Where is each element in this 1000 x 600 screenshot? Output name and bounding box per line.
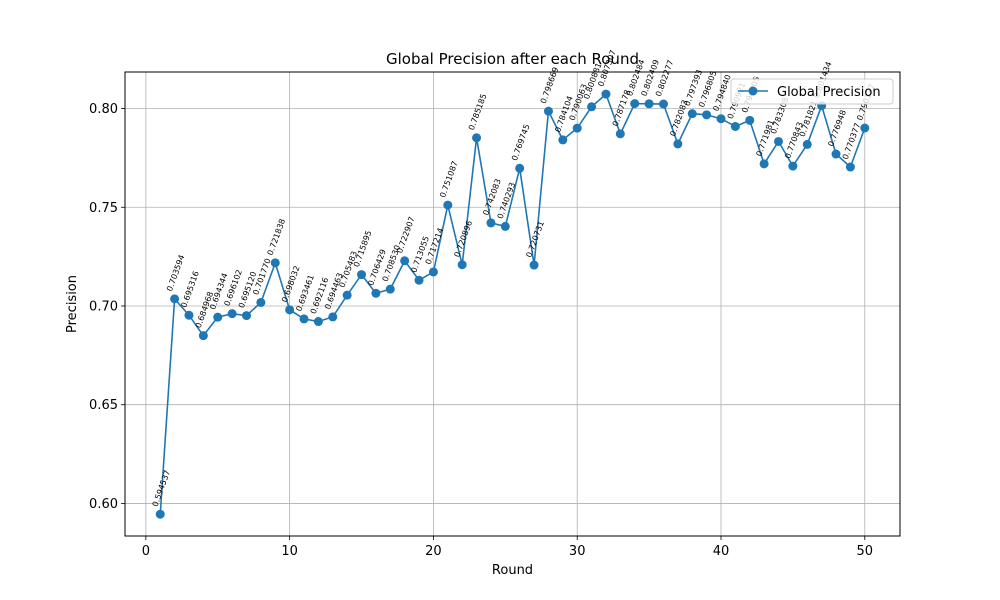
y-tick-label: 0.75 <box>89 201 118 216</box>
data-point <box>170 294 180 304</box>
legend: Global Precision <box>730 78 894 105</box>
x-tick-label: 10 <box>281 544 298 559</box>
data-point <box>658 99 668 109</box>
data-point <box>759 159 769 169</box>
data-point <box>285 305 295 315</box>
legend-box <box>730 78 894 105</box>
x-tick-label: 0 <box>142 544 150 559</box>
data-point <box>615 129 625 139</box>
x-tick-label: 40 <box>713 544 730 559</box>
x-tick-label: 30 <box>569 544 586 559</box>
y-axis-title: Precision <box>65 275 80 333</box>
data-point <box>802 139 812 149</box>
data-point <box>342 290 352 300</box>
data-point <box>529 260 539 270</box>
data-point <box>644 99 654 109</box>
data-point <box>313 317 323 327</box>
legend-marker-swatch <box>748 86 758 96</box>
x-tick-label: 50 <box>856 544 873 559</box>
x-axis-title: Round <box>492 563 533 578</box>
data-point <box>472 133 482 143</box>
legend-label: Global Precision <box>777 85 881 100</box>
data-point <box>687 109 697 119</box>
data-point <box>357 270 367 280</box>
data-point <box>155 509 165 519</box>
data-point <box>860 123 870 133</box>
data-point <box>601 89 611 99</box>
data-point <box>241 311 251 321</box>
data-point <box>198 331 208 341</box>
data-point <box>428 267 438 277</box>
data-point <box>385 284 395 294</box>
data-point <box>630 99 640 109</box>
data-point <box>572 123 582 133</box>
data-point <box>184 310 194 320</box>
data-point <box>328 312 338 322</box>
axis-ticks: 0 10 20 30 40 50 0.60 0.65 0.70 0.75 0.80 <box>89 102 873 559</box>
data-point <box>500 221 510 231</box>
y-tick-label: 0.70 <box>89 299 118 314</box>
y-tick-label: 0.80 <box>89 102 118 117</box>
data-point <box>730 121 740 131</box>
data-point <box>486 218 496 228</box>
data-point <box>414 275 424 285</box>
data-point <box>587 102 597 112</box>
data-point <box>745 115 755 125</box>
data-point <box>788 161 798 171</box>
chart-title: Global Precision after each Round <box>386 50 639 68</box>
data-point <box>400 256 410 266</box>
data-point <box>299 314 309 324</box>
data-point <box>515 163 525 173</box>
data-point <box>673 139 683 149</box>
data-point <box>457 260 467 270</box>
data-point <box>774 136 784 146</box>
data-point <box>558 135 568 145</box>
data-point <box>543 106 553 116</box>
x-tick-label: 20 <box>425 544 442 559</box>
data-point <box>227 309 237 319</box>
data-point <box>213 312 223 322</box>
y-tick-label: 0.65 <box>89 398 118 413</box>
data-point <box>371 288 381 298</box>
data-point <box>831 149 841 159</box>
plot-frame <box>124 71 901 537</box>
series-layer <box>155 89 870 519</box>
data-point <box>716 114 726 124</box>
data-point <box>256 297 266 307</box>
data-point <box>270 258 280 268</box>
data-point <box>845 162 855 172</box>
y-tick-label: 0.60 <box>89 497 118 512</box>
data-point <box>443 200 453 210</box>
grid-lines <box>125 72 900 536</box>
data-point <box>702 110 712 120</box>
